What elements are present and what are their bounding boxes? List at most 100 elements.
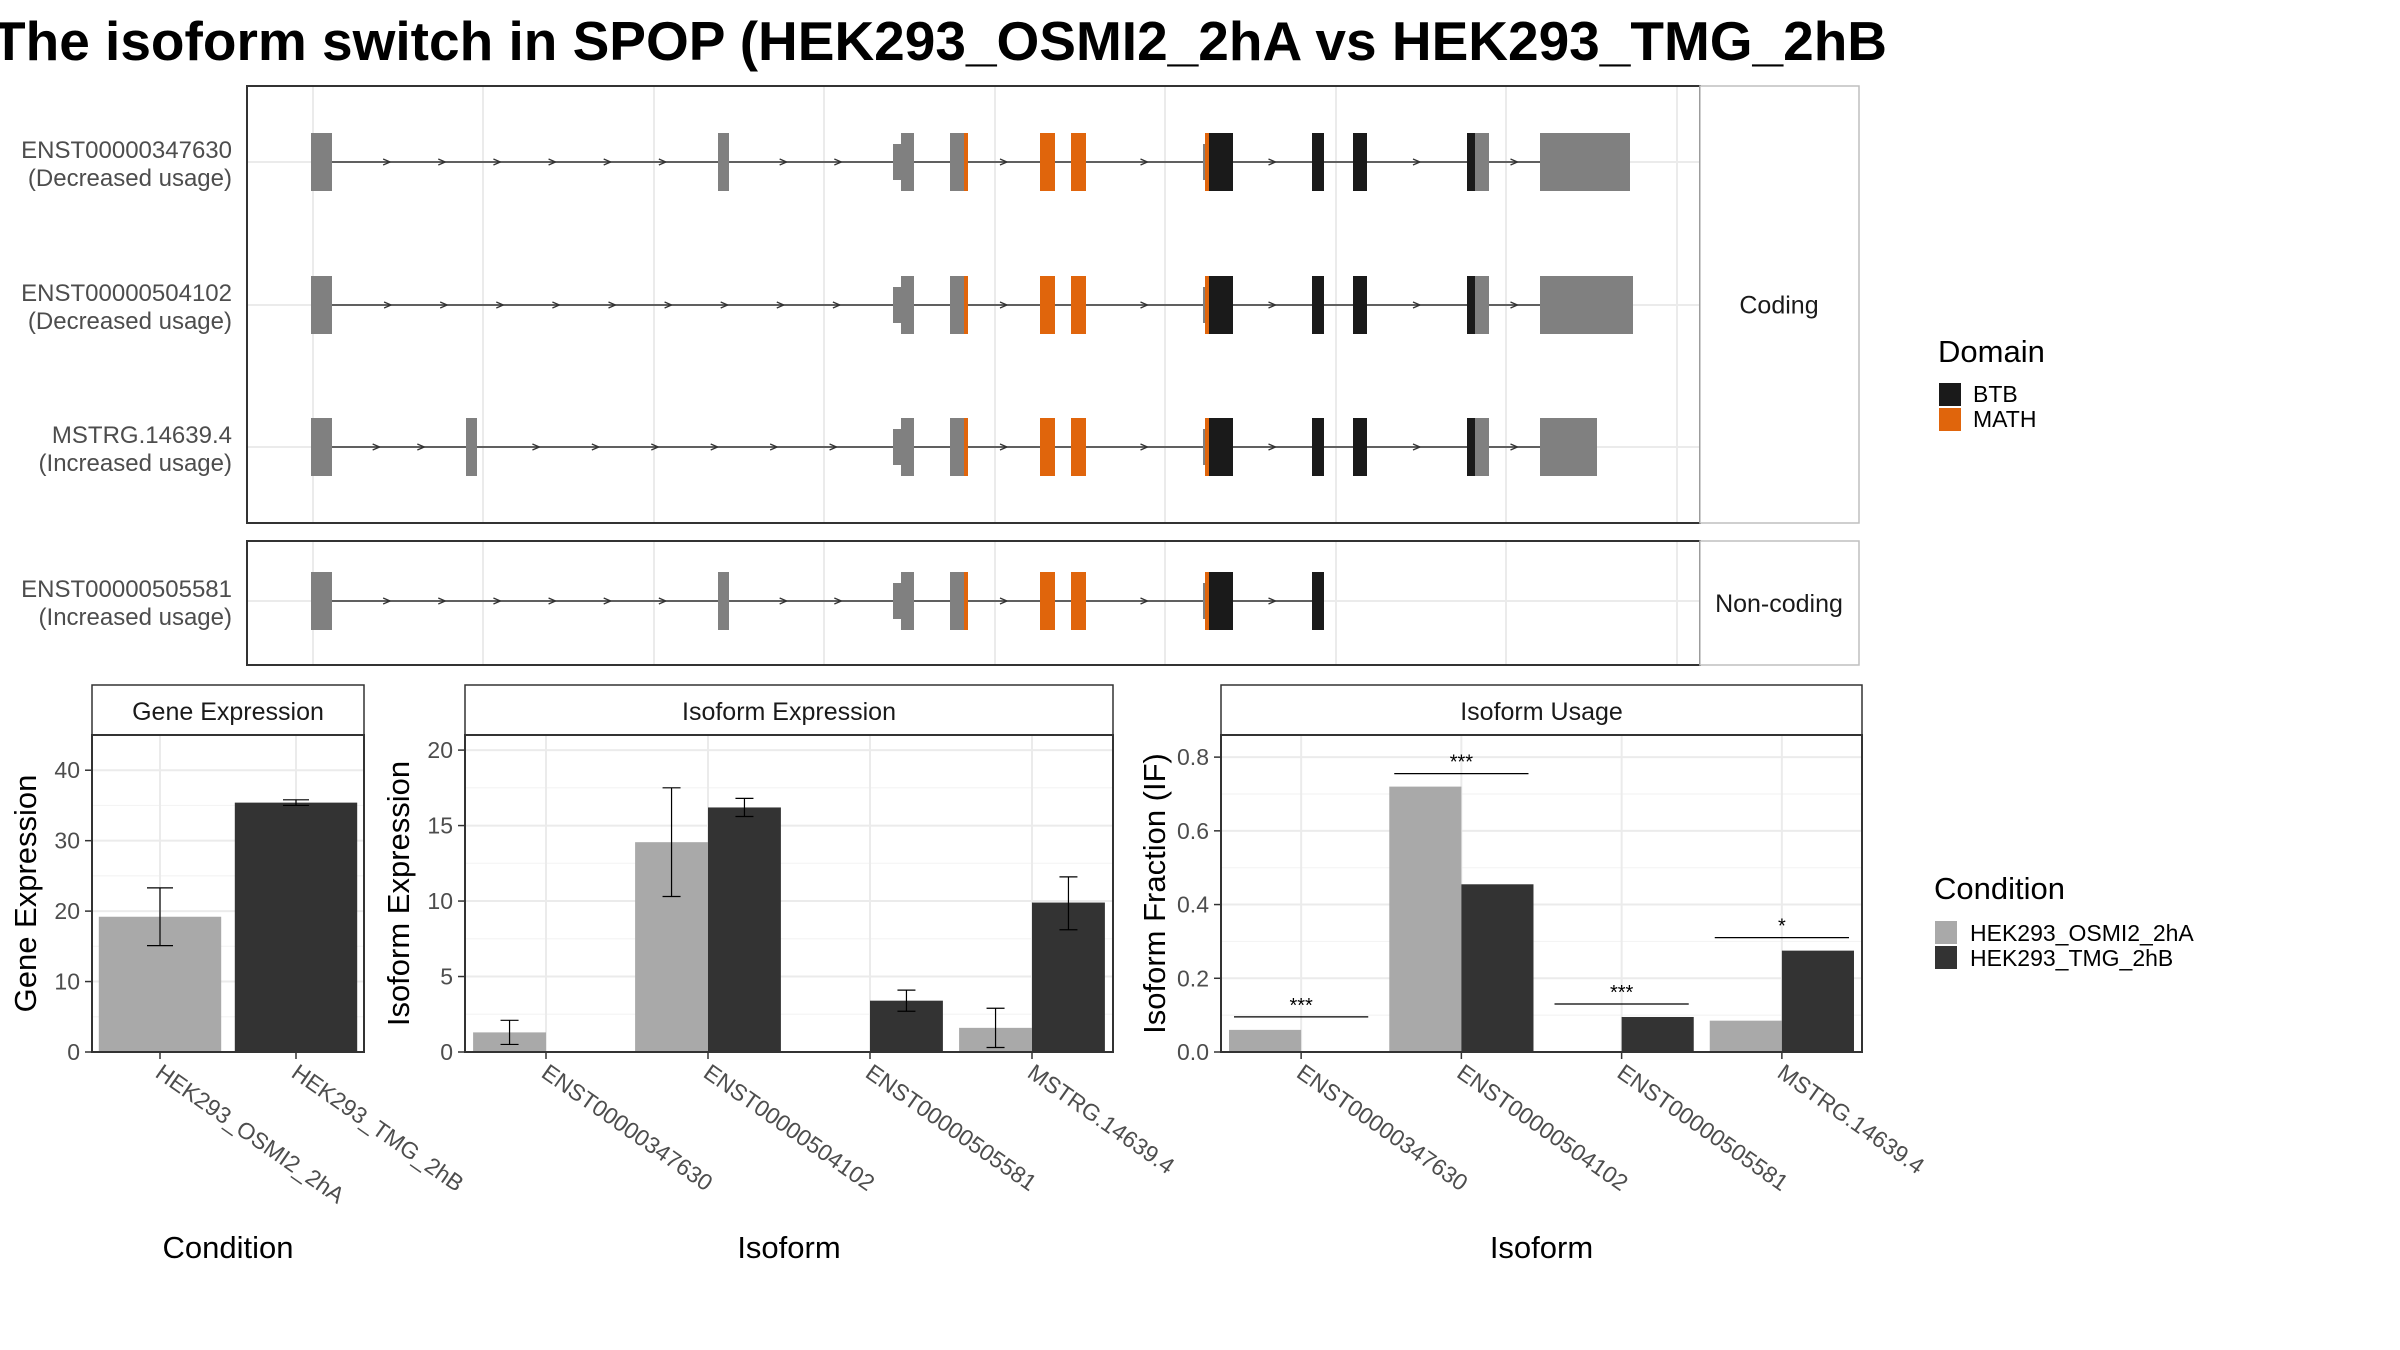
btb-domain-exon (1353, 418, 1367, 476)
exon-block (950, 418, 968, 476)
math-domain-sliver (1205, 133, 1209, 191)
intron-arrow (999, 158, 1009, 166)
isoform-expression-panel: Isoform Expression 0 5 10 15 20 ENST0000034763… (381, 684, 1180, 1265)
condition-legend-key (1935, 921, 1957, 944)
intron-arrow (651, 443, 660, 451)
condition-legend-label: HEK293_OSMI2_2hA (1970, 920, 2194, 946)
intron-arrow (552, 301, 562, 309)
y-axis-title: Isoform Fraction (IF) (1137, 753, 1172, 1034)
exon-block (311, 133, 332, 191)
intron-arrow (591, 443, 601, 451)
exon-block (901, 133, 914, 191)
btb-domain-exon (1221, 418, 1233, 476)
x-axis-title: Condition (163, 1230, 294, 1265)
intron-arrow (532, 443, 542, 451)
transcript-ENST00000347630: ENST00000347630(Decreased usage) (21, 133, 1630, 192)
bar (1229, 1029, 1302, 1052)
intron-arrow (493, 158, 503, 166)
math-domain-exon (1071, 418, 1086, 476)
panel-strip-title: Isoform Expression (682, 698, 896, 726)
intron-arrow (829, 443, 839, 451)
exon-block (1540, 276, 1556, 334)
btb-domain-exon (1221, 133, 1233, 191)
x-tick-label: MSTRG.14639.4 (1773, 1059, 1929, 1179)
exon-block (718, 572, 729, 630)
transcript-structure-panel: CodingNon-codingENST00000347630(Decrease… (21, 85, 1860, 666)
exon-block (1475, 418, 1489, 476)
intron-arrow (834, 597, 843, 605)
bar (1781, 950, 1854, 1052)
btb-domain-exon (1312, 276, 1324, 334)
intron-arrow (1140, 597, 1150, 605)
btb-domain-exon (1353, 133, 1367, 191)
transcript-id-label: ENST00000504102 (21, 280, 232, 307)
math-domain-exon (1040, 418, 1055, 476)
intron-arrow (382, 597, 392, 605)
facet-strip (1699, 85, 1860, 524)
intron-arrow (1268, 443, 1278, 451)
y-tick-label: 0.2 (1177, 965, 1209, 991)
x-tick-label: MSTRG.14639.4 (1023, 1059, 1179, 1179)
intron-arrow (1268, 597, 1278, 605)
intron-arrow (1140, 158, 1150, 166)
domain-legend-key (1939, 383, 1961, 406)
math-domain-sliver (964, 133, 968, 191)
intron-arrow (382, 158, 392, 166)
significance-label: *** (1289, 995, 1313, 1017)
bar (1389, 786, 1462, 1052)
significance-label: *** (1450, 752, 1474, 774)
y-axis-title: Gene Expression (8, 775, 43, 1013)
significance-label: *** (1610, 982, 1634, 1004)
intron-arrow (1510, 443, 1520, 451)
y-tick-label: 15 (427, 813, 453, 839)
facet-strip-label: Non-coding (1715, 590, 1843, 618)
btb-domain-exon (1209, 133, 1221, 191)
x-tick-label: ENST00000505581 (861, 1059, 1041, 1196)
domain-legend-label: MATH (1973, 406, 2036, 432)
bar (1461, 884, 1534, 1052)
y-tick-label: 5 (440, 964, 453, 990)
btb-domain-exon (1467, 418, 1475, 476)
x-tick-label: ENST00000347630 (1292, 1059, 1472, 1196)
exon-block (1556, 276, 1633, 334)
exon-block (1475, 133, 1489, 191)
btb-domain-exon (1221, 276, 1233, 334)
panel-strip (1220, 684, 1863, 736)
condition-legend-key (1935, 946, 1957, 969)
exon-block (1540, 418, 1556, 476)
btb-domain-exon (1467, 133, 1475, 191)
exon-block (466, 418, 477, 476)
transcript-usage-label: (Increased usage) (39, 604, 232, 631)
intron-arrow (1268, 158, 1278, 166)
condition-legend-label: HEK293_TMG_2hB (1970, 945, 2173, 971)
transcript-usage-label: (Decreased usage) (28, 308, 232, 335)
intron-arrow (1140, 443, 1150, 451)
domain-legend-title: Domain (1938, 334, 2045, 369)
math-domain-sliver (1205, 276, 1209, 334)
transcript-ENST00000505581: ENST00000505581(Increased usage) (21, 572, 1324, 631)
math-domain-sliver (1205, 418, 1209, 476)
transcript-MSTRG.14639.4: MSTRG.14639.4(Increased usage) (39, 418, 1597, 477)
panel-frame (91, 734, 365, 1053)
panel-strip-title: Gene Expression (132, 698, 324, 726)
btb-domain-exon (1312, 418, 1324, 476)
intron-arrow (496, 301, 505, 309)
btb-domain-exon (1312, 133, 1324, 191)
math-domain-sliver (1205, 572, 1209, 630)
intron-arrow (1510, 158, 1520, 166)
panel-strip (91, 684, 365, 736)
intron-arrow (658, 158, 668, 166)
intron-arrow (999, 597, 1009, 605)
panel-frame (1220, 734, 1863, 1053)
y-tick-label: 0.6 (1177, 818, 1209, 844)
condition-legend-title: Condition (1934, 871, 2065, 906)
intron-arrow (776, 301, 786, 309)
y-tick-label: 0.8 (1177, 744, 1209, 770)
domain-legend-label: BTB (1973, 381, 2018, 407)
intron-arrow (493, 597, 503, 605)
exon-block (893, 429, 901, 465)
gene-expression-panel: Gene Expression010203040HEK293_OSMI2_2hA… (8, 684, 469, 1265)
exon-block (893, 287, 901, 323)
